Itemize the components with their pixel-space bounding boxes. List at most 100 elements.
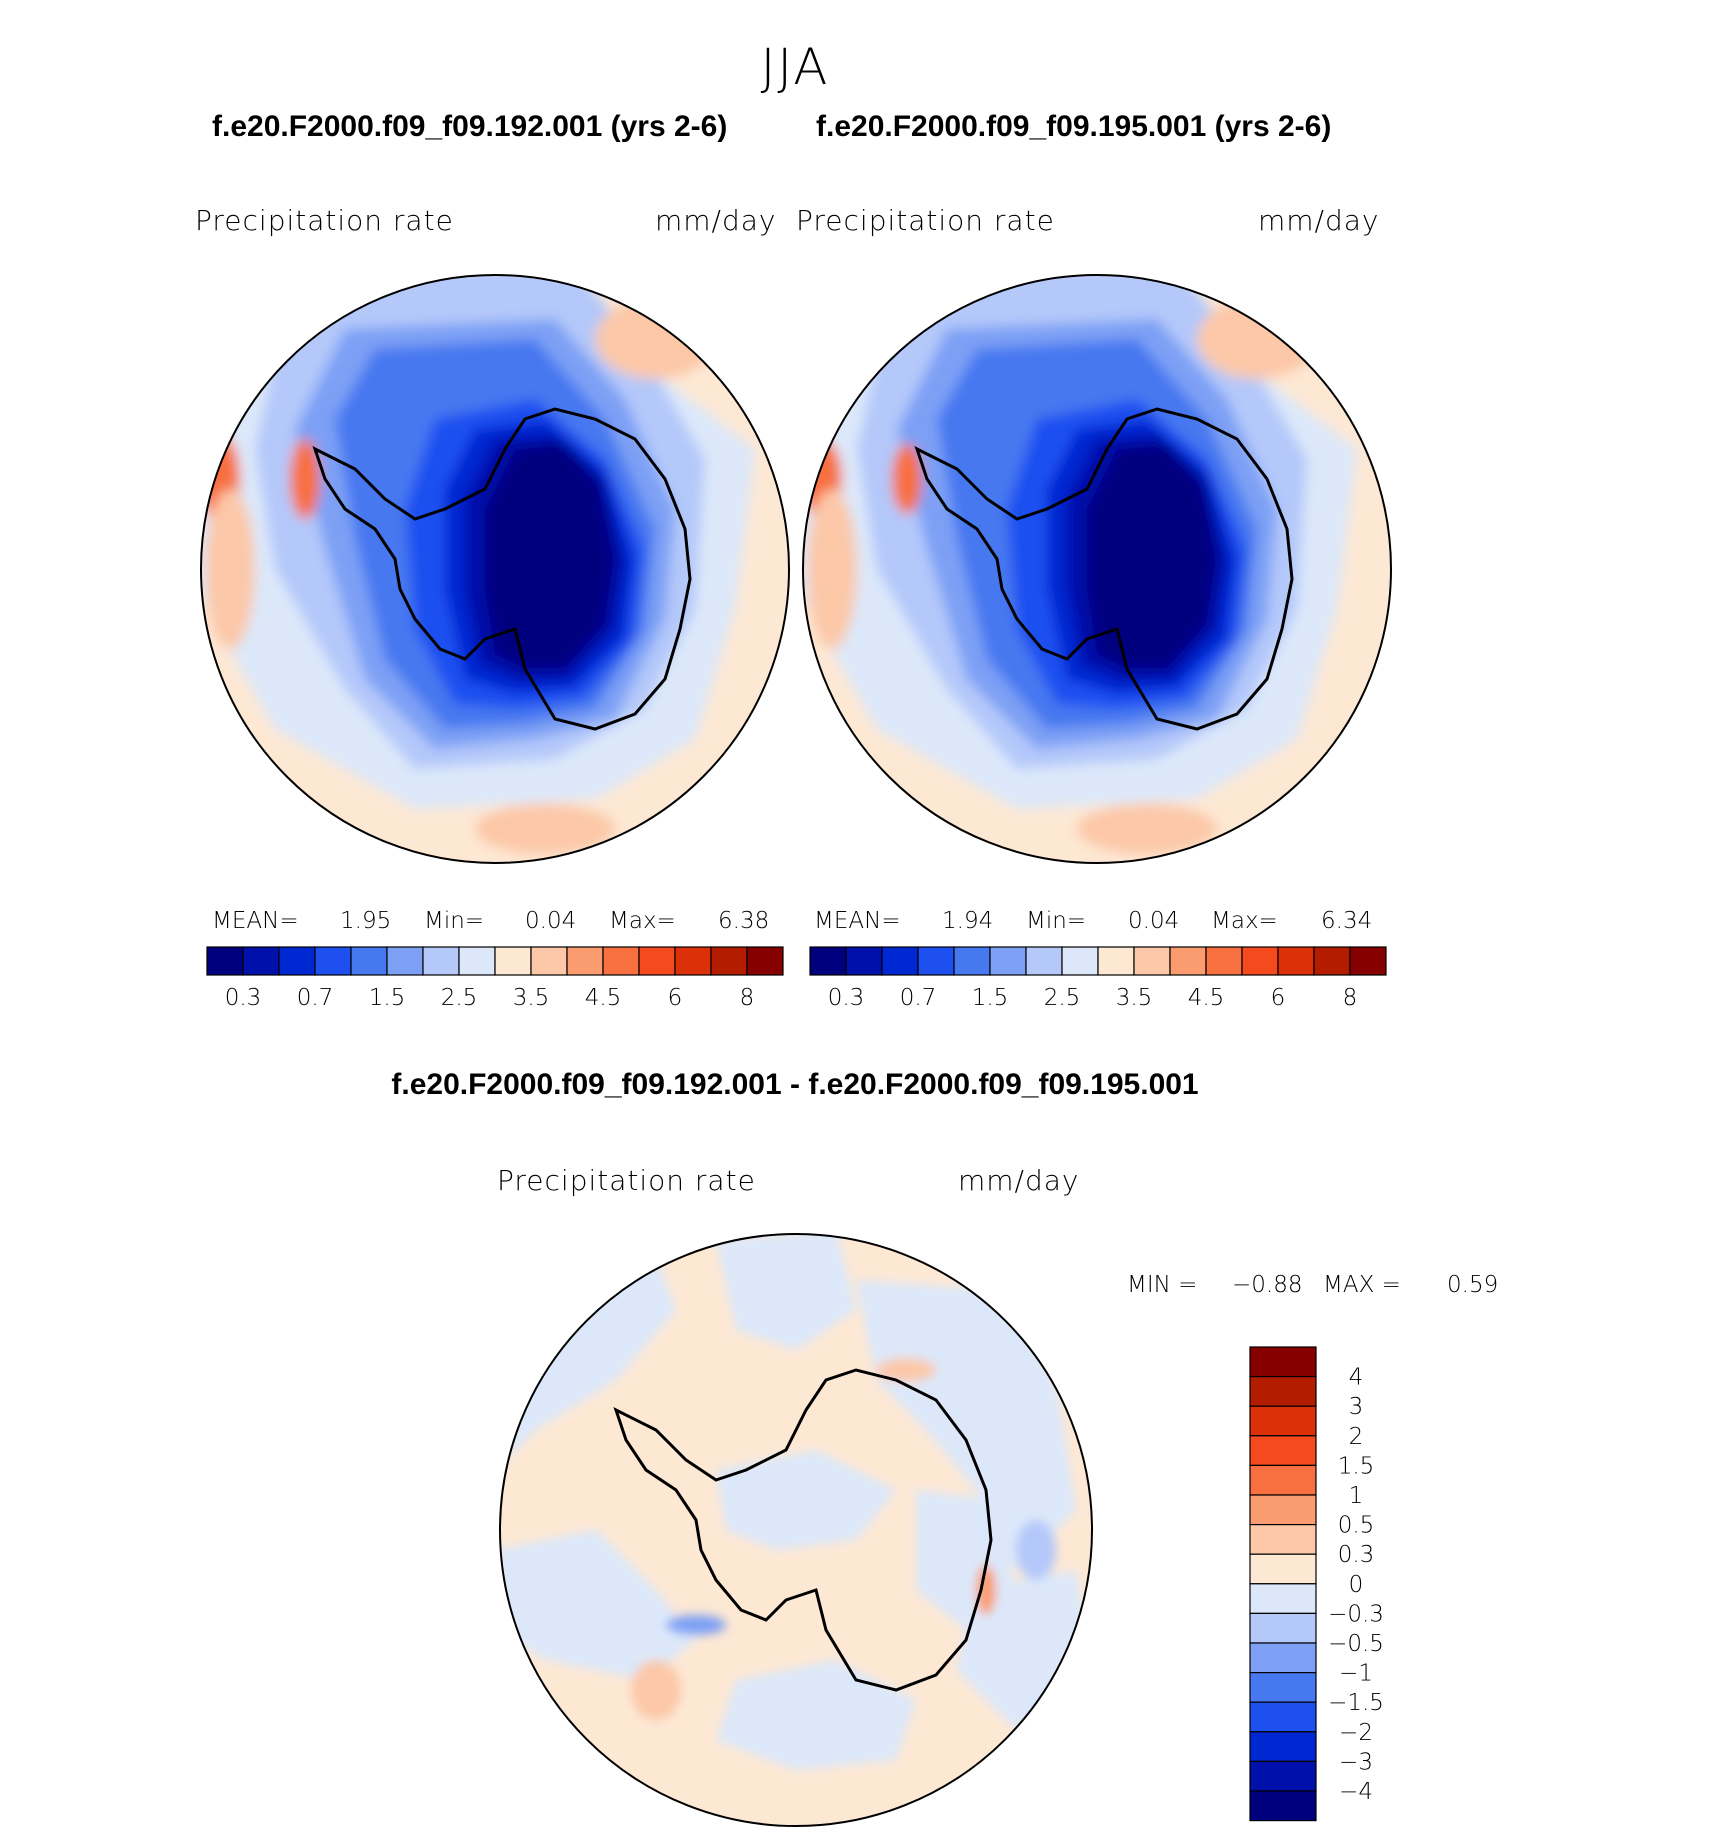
colorbar-2-swatch xyxy=(1097,946,1135,976)
colorbar-1-swatch xyxy=(278,946,316,976)
panel1-variable-label: Precipitation rate xyxy=(195,204,454,237)
map-panel-1 xyxy=(200,274,790,864)
colorbar-diff-tick-label: −3 xyxy=(1339,1749,1373,1775)
colorbar-panel-2: 0.3 0.7 1.5 2.5 3.5 4.5 6 8 xyxy=(809,946,1387,1011)
colorbar-diff-tick-label: 1.5 xyxy=(1338,1453,1375,1479)
colorbar-diff-swatch xyxy=(1249,1760,1317,1792)
colorbar-1-swatch xyxy=(746,946,784,976)
colorbar-2-swatch xyxy=(1025,946,1063,976)
diff-min-label: MIN = xyxy=(1127,1272,1198,1298)
colorbar-1-swatch xyxy=(530,946,568,976)
colorbar-diff-swatch xyxy=(1249,1701,1317,1733)
map-panel-difference xyxy=(499,1233,1093,1827)
colorbar-1-tick-label: 0.3 xyxy=(225,985,262,1011)
colorbar-diff-tick-label: −0.3 xyxy=(1328,1601,1384,1627)
colorbar-2-swatch xyxy=(1349,946,1387,976)
panel2-max-value: 6.34 xyxy=(1321,908,1373,934)
colorbar-1-swatch xyxy=(350,946,388,976)
panel1-max-label: Max= xyxy=(609,908,676,934)
colorbar-diff-swatch xyxy=(1249,1464,1317,1496)
colorbar-2-tick-label: 1.5 xyxy=(972,985,1009,1011)
colorbar-diff-swatch xyxy=(1249,1346,1317,1378)
colorbar-2-swatch xyxy=(809,946,847,976)
colorbar-diff-tick-label: −0.5 xyxy=(1328,1631,1384,1657)
colorbar-diff-swatch xyxy=(1249,1494,1317,1526)
colorbar-2-swatch xyxy=(1313,946,1351,976)
colorbar-1-tick-label: 8 xyxy=(740,985,755,1011)
colorbar-diff-tick-label: 4 xyxy=(1349,1365,1364,1391)
colorbar-1-swatch xyxy=(494,946,532,976)
colorbar-2-tick-label: 3.5 xyxy=(1116,985,1153,1011)
panel1-min-label: Min= xyxy=(424,908,485,934)
panel1-mean-value: 1.95 xyxy=(340,908,392,934)
colorbar-diff-tick-label: 3 xyxy=(1349,1394,1364,1420)
colorbar-diff-swatch xyxy=(1249,1405,1317,1437)
colorbar-2-tick-label: 4.5 xyxy=(1188,985,1225,1011)
colorbar-diff-tick-label: 0 xyxy=(1349,1572,1364,1598)
colorbar-1-tick-label: 3.5 xyxy=(513,985,550,1011)
colorbar-diff-swatch xyxy=(1249,1612,1317,1644)
colorbar-diff-tick-label: 1 xyxy=(1349,1483,1364,1509)
colorbar-2-swatch xyxy=(881,946,919,976)
colorbar-diff-tick-label: −4 xyxy=(1339,1779,1373,1805)
colorbar-2-tick-label: 6 xyxy=(1271,985,1286,1011)
panel2-mean-value: 1.94 xyxy=(942,908,994,934)
colorbar-1-tick-label: 2.5 xyxy=(441,985,478,1011)
case-title-2: f.e20.F2000.f09_f09.195.001 (yrs 2-6) xyxy=(816,110,1332,143)
colorbar-diff-swatch xyxy=(1249,1731,1317,1762)
colorbar-diff-tick-label: −1.5 xyxy=(1328,1690,1384,1716)
colorbar-diff-tick-label: −2 xyxy=(1339,1720,1373,1746)
colorbar-2-swatch xyxy=(1241,946,1279,976)
main-title: JJA xyxy=(760,38,830,96)
panel2-mean-label: MEAN= xyxy=(814,908,901,934)
colorbar-panel-1: 0.3 0.7 1.5 2.5 3.5 4.5 6 8 xyxy=(206,946,784,1011)
colorbar-2-swatch xyxy=(1205,946,1243,976)
colorbar-diff-swatch xyxy=(1249,1376,1317,1407)
diff-units-label: mm/day xyxy=(958,1164,1080,1197)
colorbar-1-swatch xyxy=(422,946,460,976)
panel1-units-label: mm/day xyxy=(655,204,777,237)
colorbar-1-tick-label: 0.7 xyxy=(297,985,334,1011)
panel1-min-value: 0.04 xyxy=(525,908,577,934)
colorbar-2-swatch xyxy=(953,946,991,976)
colorbar-1-swatch xyxy=(458,946,496,976)
colorbar-difference: 4 3 2 1.5 1 0.5 0.3 0 −0.3 −0.5 −1 −1.5 −2 −3 −4 xyxy=(1249,1346,1384,1822)
diff-variable-label: Precipitation rate xyxy=(497,1164,756,1197)
colorbar-diff-swatch xyxy=(1249,1435,1317,1467)
map-panel-2 xyxy=(802,274,1392,864)
diff-max-label: MAX = xyxy=(1323,1272,1401,1298)
colorbar-diff-swatch xyxy=(1249,1553,1317,1585)
colorbar-1-swatch xyxy=(314,946,352,976)
colorbar-diff-swatch xyxy=(1249,1583,1317,1615)
colorbar-2-swatch xyxy=(1277,946,1315,976)
colorbar-1-swatch xyxy=(710,946,748,976)
difference-title: f.e20.F2000.f09_f09.192.001 - f.e20.F200… xyxy=(391,1068,1199,1101)
colorbar-2-tick-label: 0.7 xyxy=(900,985,937,1011)
colorbar-2-swatch xyxy=(1169,946,1207,976)
panel2-variable-label: Precipitation rate xyxy=(796,204,1055,237)
colorbar-2-swatch xyxy=(1133,946,1171,976)
panel2-min-label: Min= xyxy=(1026,908,1087,934)
panel2-max-label: Max= xyxy=(1211,908,1278,934)
case-title-1: f.e20.F2000.f09_f09.192.001 (yrs 2-6) xyxy=(212,110,728,143)
colorbar-diff-swatch xyxy=(1249,1790,1317,1822)
colorbar-1-swatch xyxy=(386,946,424,976)
colorbar-diff-tick-label: 0.3 xyxy=(1338,1542,1375,1568)
colorbar-2-tick-label: 8 xyxy=(1343,985,1358,1011)
panel1-mean-label: MEAN= xyxy=(212,908,299,934)
colorbar-1-swatch xyxy=(206,946,244,976)
colorbar-diff-tick-label: −1 xyxy=(1339,1661,1373,1687)
colorbar-1-swatch xyxy=(242,946,280,976)
colorbar-1-swatch xyxy=(674,946,712,976)
colorbar-1-tick-label: 1.5 xyxy=(369,985,406,1011)
colorbar-1-tick-label: 4.5 xyxy=(585,985,622,1011)
colorbar-2-swatch xyxy=(1061,946,1099,976)
colorbar-2-tick-label: 0.3 xyxy=(828,985,865,1011)
diff-min-value: −0.88 xyxy=(1232,1272,1303,1298)
colorbar-2-swatch xyxy=(989,946,1027,976)
colorbar-2-tick-label: 2.5 xyxy=(1044,985,1081,1011)
colorbar-diff-tick-label: 2 xyxy=(1349,1424,1364,1450)
colorbar-1-swatch xyxy=(566,946,604,976)
colorbar-1-swatch xyxy=(638,946,676,976)
colorbar-2-swatch xyxy=(917,946,955,976)
